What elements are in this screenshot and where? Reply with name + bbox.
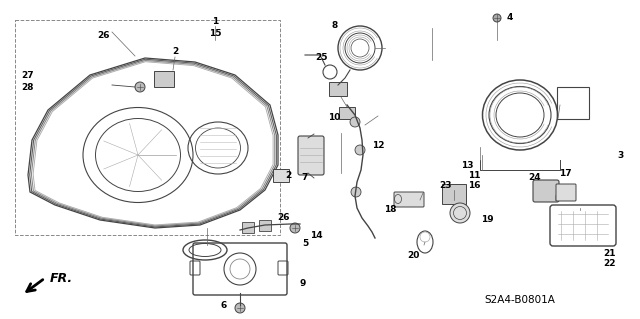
- Ellipse shape: [450, 203, 470, 223]
- Text: 6: 6: [221, 300, 227, 309]
- Text: 12: 12: [372, 140, 384, 150]
- Text: 26: 26: [278, 213, 291, 222]
- FancyBboxPatch shape: [273, 169, 289, 182]
- FancyBboxPatch shape: [298, 136, 324, 175]
- Circle shape: [493, 14, 501, 22]
- Text: 25: 25: [316, 54, 328, 63]
- Circle shape: [355, 145, 365, 155]
- Text: 24: 24: [529, 174, 541, 182]
- FancyBboxPatch shape: [329, 82, 347, 96]
- Text: 1: 1: [212, 18, 218, 26]
- Text: 28: 28: [22, 83, 35, 92]
- Text: 23: 23: [439, 181, 451, 189]
- FancyBboxPatch shape: [339, 107, 355, 119]
- Text: S2A4-B0801A: S2A4-B0801A: [484, 295, 556, 305]
- FancyBboxPatch shape: [242, 222, 254, 233]
- Text: 16: 16: [468, 182, 480, 190]
- Text: 5: 5: [302, 240, 308, 249]
- Text: 27: 27: [22, 71, 35, 80]
- Text: 18: 18: [384, 205, 396, 214]
- Circle shape: [290, 223, 300, 233]
- Text: 19: 19: [481, 216, 493, 225]
- FancyBboxPatch shape: [533, 180, 559, 202]
- Circle shape: [135, 82, 145, 92]
- Circle shape: [350, 117, 360, 127]
- FancyBboxPatch shape: [259, 220, 271, 231]
- Text: 8: 8: [332, 21, 338, 31]
- Text: 10: 10: [328, 113, 340, 122]
- Text: 22: 22: [604, 259, 616, 269]
- FancyBboxPatch shape: [556, 184, 576, 201]
- Text: 17: 17: [559, 169, 572, 179]
- Text: 20: 20: [407, 250, 419, 259]
- Text: 9: 9: [300, 278, 306, 287]
- FancyBboxPatch shape: [394, 192, 424, 207]
- Text: 14: 14: [310, 231, 323, 240]
- Text: FR.: FR.: [50, 271, 73, 285]
- Text: 4: 4: [507, 13, 513, 23]
- Text: 21: 21: [604, 249, 616, 257]
- Text: 11: 11: [468, 170, 480, 180]
- FancyBboxPatch shape: [442, 184, 466, 204]
- Text: 2: 2: [172, 48, 178, 56]
- Text: 2: 2: [285, 170, 291, 180]
- Text: 15: 15: [209, 28, 221, 38]
- Circle shape: [351, 187, 361, 197]
- Circle shape: [235, 303, 245, 313]
- Text: 7: 7: [302, 174, 308, 182]
- Text: 26: 26: [98, 31, 110, 40]
- Text: 13: 13: [461, 160, 473, 169]
- Text: 3: 3: [617, 151, 623, 160]
- FancyBboxPatch shape: [154, 71, 174, 87]
